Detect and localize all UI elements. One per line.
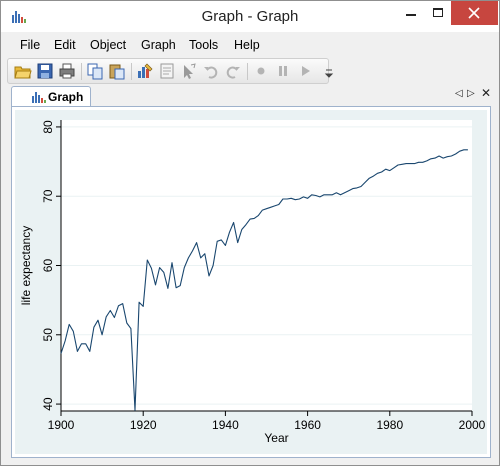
- scroll-right-icon[interactable]: ▷: [467, 88, 475, 99]
- menu-tools[interactable]: Tools: [189, 38, 219, 52]
- tab-label: Graph: [48, 90, 84, 104]
- open-folder-icon[interactable]: [14, 62, 32, 80]
- toolbar-separator: [81, 63, 82, 80]
- y-axis-title: life expectancy: [19, 226, 33, 305]
- graph-region: 40 50 60 70 80 1900 1920 1940 1960 1980 2000 Year li…: [15, 110, 487, 454]
- toolbar-separator: [247, 63, 248, 80]
- menu-file[interactable]: File: [20, 38, 41, 52]
- scroll-left-icon[interactable]: ◁: [455, 88, 463, 99]
- undo-icon[interactable]: [202, 62, 220, 80]
- x-tick-label: 1940: [212, 418, 239, 432]
- bar-chart-icon: [32, 91, 46, 106]
- maximize-button[interactable]: [425, 1, 451, 25]
- x-tick-label: 1920: [130, 418, 157, 432]
- menu-object[interactable]: Object: [90, 38, 127, 52]
- y-tick-label: 60: [41, 259, 55, 273]
- minimize-button[interactable]: [395, 1, 425, 25]
- menu-graph[interactable]: Graph: [141, 38, 176, 52]
- play-icon[interactable]: [296, 62, 314, 80]
- pointer-icon[interactable]: [180, 62, 198, 80]
- menu-bar: File Edit Object Graph Tools Help: [1, 32, 499, 58]
- close-icon: [468, 7, 480, 19]
- x-axis-title: Year: [264, 431, 288, 445]
- save-icon[interactable]: [36, 62, 54, 80]
- toolbar-separator: [131, 63, 132, 80]
- close-icon[interactable]: ✕: [481, 86, 492, 100]
- maximize-icon: [433, 8, 443, 17]
- y-tick-label: 70: [41, 189, 55, 203]
- series-line-life-expectancy: [60, 149, 468, 411]
- y-tick-label: 80: [41, 120, 55, 134]
- y-tick-label: 40: [41, 397, 55, 411]
- toolbar: [7, 58, 334, 84]
- redo-icon[interactable]: [224, 62, 242, 80]
- x-tick-label: 2000: [459, 418, 486, 432]
- x-tick-label: 1900: [48, 418, 75, 432]
- y-tick-label: 50: [41, 328, 55, 342]
- menu-edit[interactable]: Edit: [54, 38, 76, 52]
- graph-editor-icon[interactable]: [136, 62, 154, 80]
- record-icon[interactable]: [252, 62, 270, 80]
- x-tick-label: 1960: [294, 418, 321, 432]
- paste-icon[interactable]: [108, 62, 126, 80]
- window-title: Graph - Graph: [201, 8, 299, 25]
- bar-chart-icon: [11, 9, 27, 23]
- copy-icon[interactable]: [86, 62, 104, 80]
- print-icon[interactable]: [58, 62, 76, 80]
- graph-window: 40 50 60 70 80 1900 1920 1940 1960 1980 2000 Year li…: [11, 106, 491, 458]
- close-button[interactable]: [451, 1, 498, 25]
- minimize-icon: [406, 14, 416, 16]
- life-expectancy-line-chart: 40 50 60 70 80 1900 1920 1940 1960 1980 2000 Year li…: [19, 120, 486, 445]
- title-bar[interactable]: Graph - Graph: [1, 1, 499, 32]
- document-tab-strip: Graph ◁ ▷ ✕: [1, 86, 499, 107]
- tab-graph[interactable]: Graph: [11, 86, 91, 107]
- overflow-icon[interactable]: [324, 67, 334, 79]
- menu-help[interactable]: Help: [234, 38, 260, 52]
- pause-icon[interactable]: [274, 62, 292, 80]
- x-tick-label: 1980: [376, 418, 403, 432]
- properties-icon[interactable]: [158, 62, 176, 80]
